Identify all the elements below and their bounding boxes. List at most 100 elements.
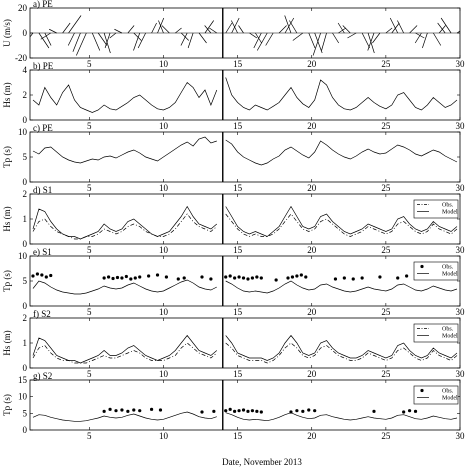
wind-vector [225, 22, 233, 34]
model-line [32, 279, 458, 295]
obs-point [40, 273, 44, 277]
wind-vector [372, 32, 381, 44]
x-tick-label: 25 [381, 307, 391, 317]
x-tick-label: 5 [87, 59, 92, 69]
wind-vector [44, 32, 52, 46]
panel-c: 5 10 15 20 25 30 0 5 10 c) PE Tp (s) [2, 123, 465, 193]
obs-point [233, 276, 237, 280]
wind-vector [109, 32, 117, 39]
y-tick-label: 0 [23, 363, 28, 373]
obs-point [115, 275, 120, 280]
obs-point [250, 276, 255, 280]
wind-vector [385, 27, 393, 34]
wind-vector [253, 32, 262, 49]
x-axis-title: Date, November 2013 [222, 457, 302, 467]
obs-point [138, 409, 142, 413]
wind-vector [40, 32, 51, 40]
panel-frame [29, 255, 461, 307]
obs-point [396, 276, 400, 280]
wind-vector [278, 25, 287, 34]
legend-label: Obs. [442, 327, 454, 333]
model-line [32, 334, 458, 364]
obs-point [102, 276, 106, 280]
y-axis-label: Tp (s) [2, 394, 12, 416]
obs-point [124, 274, 128, 279]
obs-point [164, 275, 169, 279]
y-tick-label: 15 [18, 375, 28, 385]
wind-vector [137, 32, 146, 49]
y-tick-label: 4 [23, 65, 28, 75]
legend-box [413, 261, 459, 281]
legend-label: Obs. [442, 203, 454, 209]
y-axis-label: U (m/s) [2, 19, 12, 47]
wind-vector [198, 32, 207, 44]
obs-point [44, 275, 48, 279]
panel-frame [29, 317, 461, 369]
y-tick-label: 10 [18, 127, 28, 137]
obs-point [407, 409, 412, 413]
panel-label: a) PE [33, 0, 53, 9]
obs-point [132, 408, 136, 412]
plot-area [31, 272, 458, 295]
obs-point [120, 408, 124, 412]
legend-label: Model [442, 272, 458, 278]
wind-vector [30, 32, 34, 38]
wind-vector [238, 25, 244, 34]
wind-vector [440, 17, 452, 34]
wind-vector [72, 32, 81, 52]
x-tick-label: 15 [233, 431, 243, 441]
x-tick-label: 30 [456, 245, 466, 255]
wind-vector [314, 32, 323, 54]
wind-vector [104, 32, 111, 49]
x-tick-label: 15 [233, 245, 243, 255]
obs-point [158, 408, 163, 412]
obs-point [246, 409, 250, 413]
x-tick-label: 20 [307, 183, 317, 193]
panel-f: 5 10 15 20 25 30 0 1 2 f) S2 Hs (m) Obs.Model [2, 309, 465, 379]
obs-point [147, 274, 151, 278]
panel-g: 5 10 15 20 25 30 0 5 10 15 g) S2 Tp (s) Obs.Model [2, 371, 465, 441]
x-tick-label: 25 [381, 59, 391, 69]
plot-area [32, 136, 458, 166]
wind-vector [338, 27, 347, 34]
wind-vector [187, 32, 194, 49]
x-tick-label: 15 [233, 183, 243, 193]
wind-vector [204, 20, 215, 34]
x-tick-label: 5 [87, 245, 92, 255]
wind-vector [361, 32, 370, 49]
wind-vector [292, 32, 304, 41]
x-tick-label: 10 [159, 183, 169, 193]
legend: Obs.Model [413, 199, 459, 219]
panel-label: c) PE [33, 123, 53, 133]
obs-point [49, 273, 53, 278]
y-tick-label: 2 [23, 313, 28, 323]
obs-point [108, 407, 112, 411]
obs-line [32, 342, 458, 364]
wind-vector [209, 27, 218, 34]
wind-vector [151, 22, 157, 34]
x-tick-label: 10 [159, 121, 169, 131]
wind-vector [114, 28, 123, 34]
wind-vector [97, 32, 108, 46]
obs-point [372, 409, 376, 413]
obs-point [255, 409, 259, 413]
wind-vector [456, 30, 460, 34]
obs-point [259, 410, 263, 414]
x-tick-label: 15 [233, 59, 243, 69]
wind-vector [161, 25, 170, 34]
x-tick-label: 20 [307, 245, 317, 255]
y-tick-label: 0 [23, 301, 28, 311]
y-tick-label: 1 [23, 214, 28, 224]
wind-vector [289, 20, 298, 34]
x-tick-label: 15 [233, 307, 243, 317]
x-tick-label: 10 [159, 369, 169, 379]
obs-point [286, 276, 290, 280]
wind-vector [342, 25, 351, 34]
wind-vector [437, 22, 446, 34]
obs-point [224, 275, 228, 279]
y-axis-label: Hs (m) [2, 330, 12, 355]
x-tick-label: 20 [307, 431, 317, 441]
y-tick-label: 5 [23, 152, 28, 162]
